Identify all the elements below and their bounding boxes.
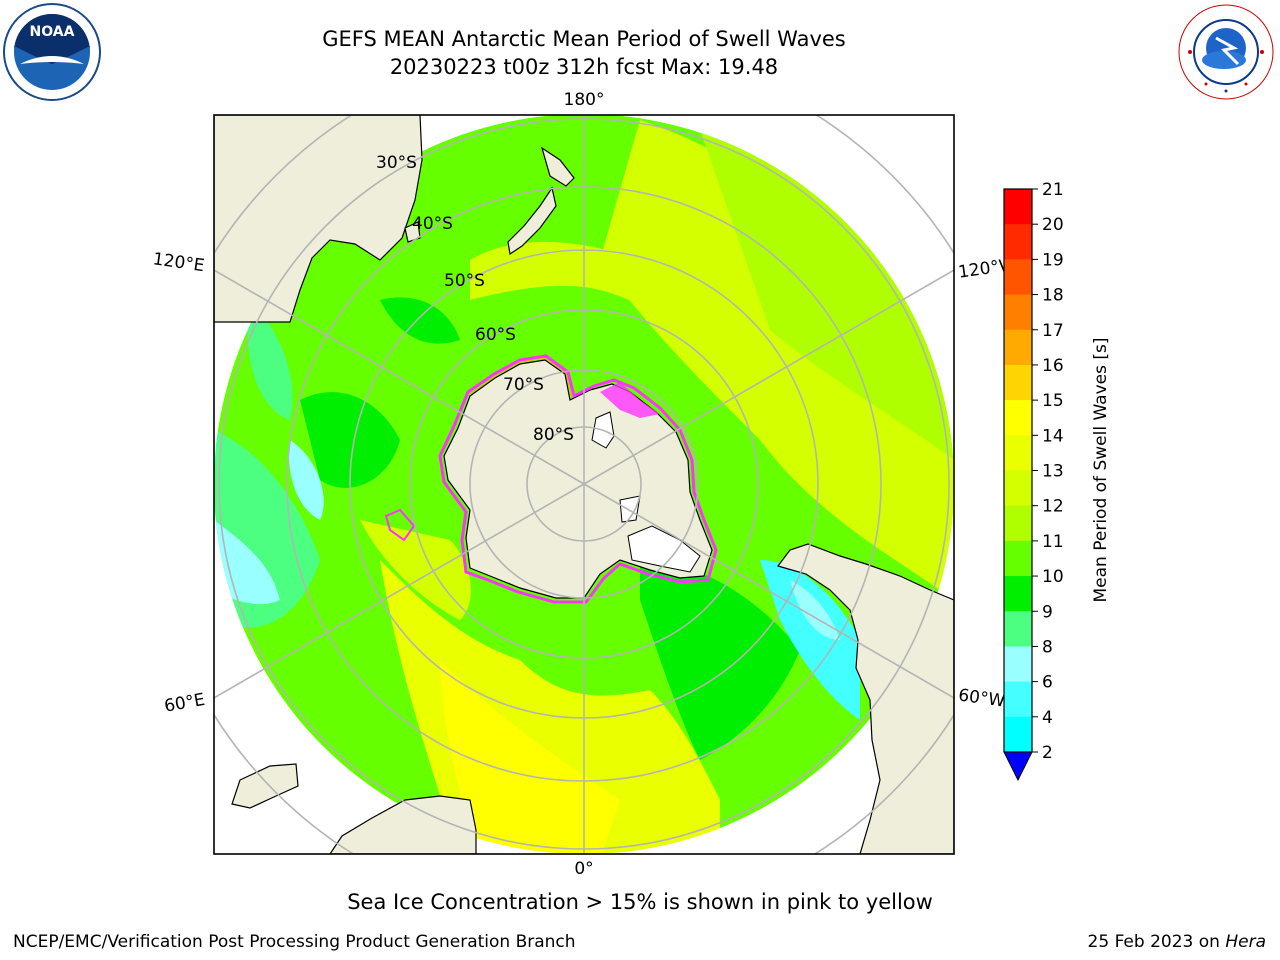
- footer-host: Hera: [1225, 932, 1266, 952]
- colorbar-bin: [1004, 329, 1032, 366]
- colorbar-tick-label: 10: [1042, 567, 1064, 587]
- colorbar-bin: [1004, 294, 1032, 331]
- graticule: [214, 115, 954, 854]
- noaa-logo: NOAA: [3, 3, 101, 101]
- lat-label-70s: 70°S: [503, 375, 544, 395]
- colorbar-tick-label: 17: [1042, 321, 1064, 341]
- colorbar-bin: [1004, 364, 1032, 401]
- lon-label-180: 180°: [564, 90, 605, 110]
- lon-label-0: 0°: [574, 859, 593, 879]
- lat-label-80s: 80°S: [533, 425, 574, 445]
- map-subtitle: 20230223 t00z 312h fcst Max: 19.48: [389, 55, 779, 79]
- colorbar-bin: [1004, 259, 1032, 296]
- colorbar-tick-label: 6: [1042, 673, 1053, 693]
- colorbar-tick-label: 15: [1042, 391, 1064, 411]
- colorbar-bin: [1004, 611, 1032, 647]
- colorbar-bin: [1004, 435, 1032, 471]
- footer-date-text: 25 Feb 2023 on: [1087, 932, 1220, 952]
- colorbar-bin: [1004, 400, 1032, 436]
- colorbar-tick-label: 21: [1042, 180, 1064, 200]
- sea-ice-caption: Sea Ice Concentration > 15% is shown in …: [347, 890, 933, 914]
- colorbar-bin: [1004, 576, 1032, 612]
- noaa-logo-text: NOAA: [30, 24, 75, 40]
- lat-label-40s: 40°S: [412, 214, 453, 234]
- colorbar-bin: [1004, 716, 1032, 753]
- colorbar-bin: [1004, 540, 1032, 577]
- colorbar-tick-label: 16: [1042, 356, 1064, 376]
- colorbar-label: Mean Period of Swell Waves [s]: [1091, 338, 1111, 603]
- colorbar-bin: [1004, 224, 1032, 260]
- lat-label-30s: 30°S: [376, 153, 417, 173]
- lat-label-50s: 50°S: [444, 271, 485, 291]
- colorbar-tick-label: 13: [1042, 462, 1064, 482]
- colorbar-bin: [1004, 505, 1032, 542]
- colorbar-tick-label: 9: [1042, 602, 1053, 622]
- colorbar-tick-label: 2: [1042, 743, 1053, 763]
- colorbar-tick-label: 20: [1042, 215, 1064, 235]
- footer-date: 25 Feb 2023 on Hera: [1088, 932, 1266, 952]
- colorbar-tick-label: 12: [1042, 497, 1064, 517]
- map-title: GEFS MEAN Antarctic Mean Period of Swell…: [322, 27, 846, 51]
- colorbar-tick-label: 19: [1042, 250, 1064, 270]
- lon-label-60w: 60°W: [957, 685, 1006, 711]
- ice-shelves: [591, 411, 701, 573]
- footer-credit: NCEP/EMC/Verification Post Processing Pr…: [13, 932, 576, 952]
- sea-ice-edge: [438, 354, 718, 604]
- colorbar-bin: [1004, 470, 1032, 507]
- colorbar-bin: [1004, 646, 1032, 683]
- colorbar-tick-label: 18: [1042, 286, 1064, 306]
- colorbar-bin: [1004, 189, 1032, 225]
- colorbar-bin: [1004, 681, 1032, 718]
- colorbar-under-extension: [1003, 751, 1033, 782]
- lon-label-120e: 120°E: [152, 249, 206, 276]
- colorbar-tick-label: 11: [1042, 532, 1064, 552]
- colorbar-tick-label: 4: [1042, 708, 1053, 728]
- nws-logo: [1178, 4, 1274, 100]
- lon-label-60e: 60°E: [163, 690, 207, 717]
- colorbar-tick-label: 14: [1042, 426, 1064, 446]
- lat-label-60s: 60°S: [475, 325, 516, 345]
- map-frame: [213, 114, 955, 855]
- colorbar: 21 20 19 18 17 16 15 14 13 12 11 10 9 8 6 4 2: [1003, 180, 1064, 782]
- colorbar-tick-label: 8: [1042, 637, 1053, 657]
